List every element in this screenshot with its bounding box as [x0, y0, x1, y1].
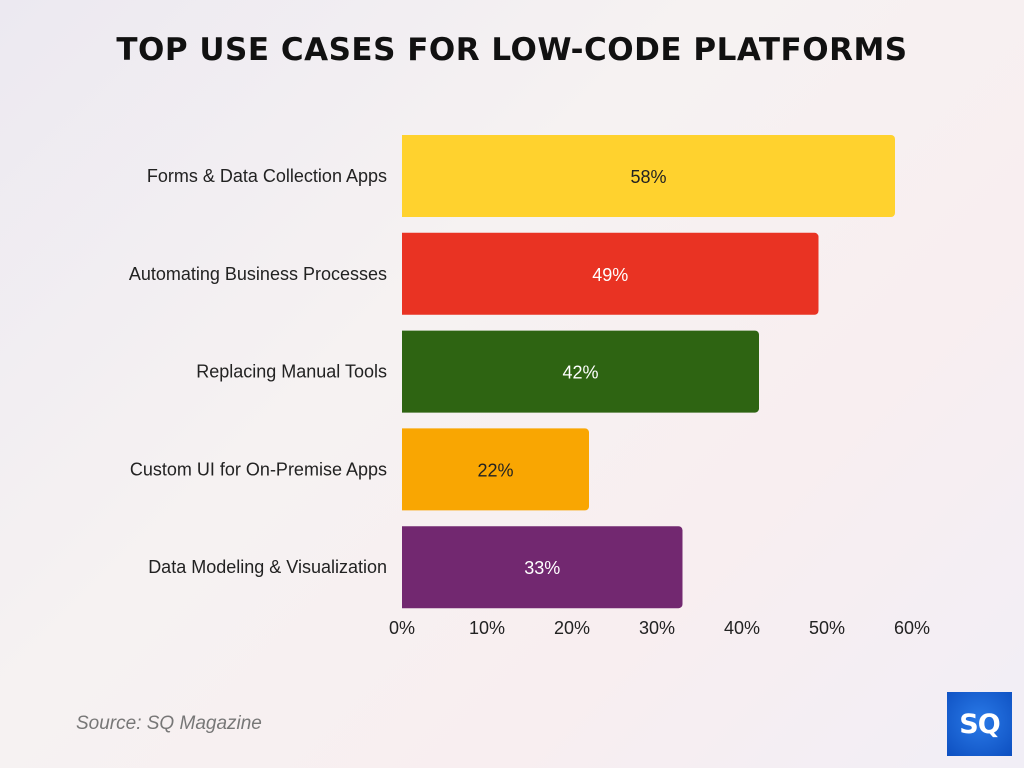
x-tick-label: 0% [389, 618, 415, 638]
bar [402, 526, 683, 609]
category-label: Custom UI for On-Premise Apps [130, 459, 387, 479]
x-tick-label: 40% [724, 618, 760, 638]
source-note: Source: SQ Magazine [76, 713, 262, 734]
data-label: 22% [477, 460, 513, 480]
bar [402, 232, 819, 315]
x-tick-label: 50% [809, 618, 845, 638]
bar [402, 135, 895, 217]
chart-title: TOP USE CASES FOR LOW-CODE PLATFORMS [116, 32, 908, 68]
bar [402, 428, 589, 511]
x-tick-label: 60% [894, 618, 930, 638]
sq-logo: SQ [947, 692, 1012, 756]
category-label: Data Modeling & Visualization [148, 557, 387, 577]
bar [402, 330, 759, 413]
x-tick-label: 20% [554, 618, 590, 638]
data-label: 33% [524, 558, 560, 578]
data-label: 42% [562, 363, 598, 383]
category-label: Automating Business Processes [129, 264, 387, 284]
data-label: 58% [630, 167, 666, 187]
data-label: 49% [592, 265, 628, 285]
bar-chart: Forms & Data Collection Apps 58% Automatin… [129, 135, 930, 638]
category-label: Forms & Data Collection Apps [147, 166, 387, 186]
x-tick-label: 30% [639, 618, 675, 638]
x-tick-label: 10% [469, 618, 505, 638]
category-label: Replacing Manual Tools [196, 362, 387, 382]
